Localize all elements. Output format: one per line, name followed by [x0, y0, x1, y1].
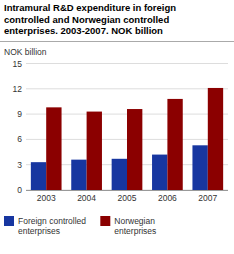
- y-tick-label: 9: [17, 109, 22, 119]
- bar: [127, 109, 142, 190]
- bars: [31, 88, 223, 190]
- bar: [152, 155, 167, 190]
- text-line: enterprises. 2003-2007. NOK billion: [4, 25, 163, 36]
- grid-line: [26, 63, 228, 64]
- bar: [46, 107, 61, 190]
- x-tick-label: 2004: [77, 193, 96, 203]
- y-tick-label: 15: [13, 59, 23, 69]
- x-axis-line: [26, 190, 228, 191]
- background: [0, 0, 234, 254]
- bar: [71, 160, 86, 190]
- y-tick-label: 12: [13, 84, 23, 94]
- y-tick-label: 3: [17, 160, 22, 170]
- legend-swatch: [100, 216, 110, 226]
- x-tick-label: 2005: [118, 193, 137, 203]
- bar: [208, 88, 223, 190]
- text-line: Norwegian: [114, 216, 155, 226]
- text-line: Intramural R&D expenditure in foreign: [4, 2, 176, 13]
- x-tick-label: 2006: [158, 193, 177, 203]
- x-tick-label: 2007: [198, 193, 217, 203]
- y-tick-label: 0: [17, 185, 22, 195]
- text-line: controlled and Norwegian controlled: [4, 14, 169, 25]
- separator: [0, 41, 234, 42]
- legend: Foreign controlledenterprisesNorwegianen…: [4, 216, 156, 236]
- bar: [31, 162, 46, 190]
- y-axis-label: NOK billion: [4, 47, 47, 57]
- legend-label: Norwegianenterprises: [114, 216, 156, 236]
- legend-label: Foreign controlledenterprises: [18, 216, 86, 236]
- bar: [192, 145, 207, 190]
- grid: [26, 64, 228, 191]
- title: Intramural R&D expenditure in foreigncon…: [4, 2, 176, 36]
- chart: Intramural R&D expenditure in foreigncon…: [0, 0, 234, 254]
- bar: [87, 112, 102, 190]
- text-line: Foreign controlled: [18, 216, 86, 226]
- legend-swatch: [4, 216, 14, 226]
- text-line: enterprises: [18, 226, 60, 236]
- bar: [167, 99, 182, 190]
- grid-line: [26, 88, 228, 89]
- y-tick-label: 6: [17, 134, 22, 144]
- text-line: enterprises: [114, 226, 156, 236]
- x-tick-label: 2003: [37, 193, 56, 203]
- bar: [112, 159, 127, 190]
